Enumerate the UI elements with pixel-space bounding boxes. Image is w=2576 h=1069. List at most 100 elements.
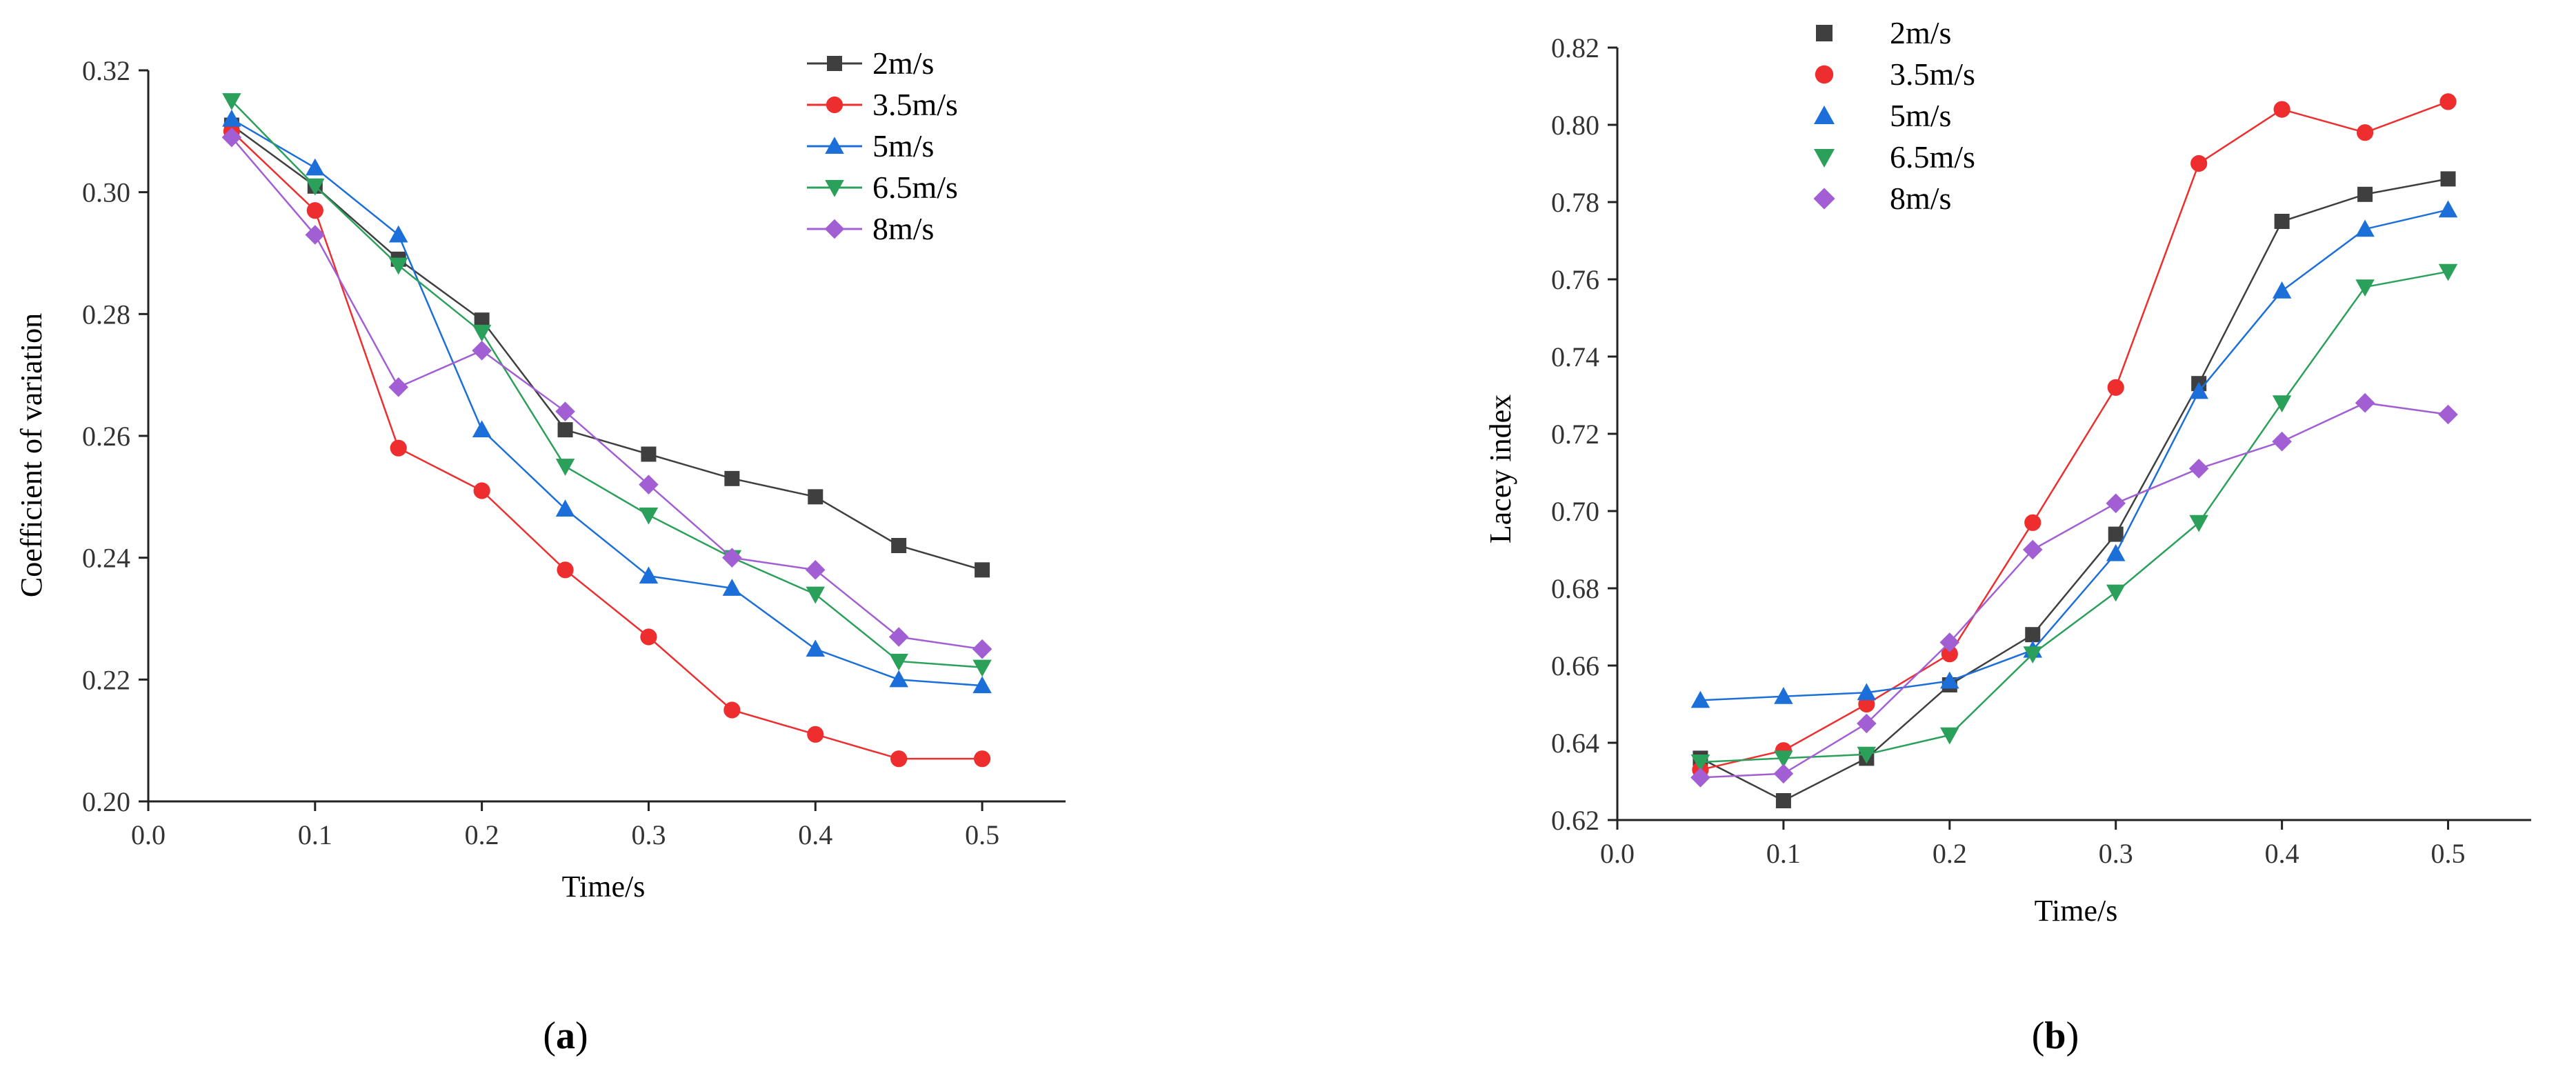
data-point-8m-s-a: [722, 548, 742, 568]
data-point-8m-s-b: [1857, 713, 1877, 734]
data-point-5m-s-a: [472, 420, 492, 438]
data-point-5m-s-a: [639, 566, 659, 584]
legend-label-6-5m-s-b: 6.5m/s: [1890, 139, 1975, 174]
data-point-6-5m-s-b: [2438, 263, 2458, 281]
legend-marker-3-5m-s-a: [826, 96, 843, 114]
data-point-3-5m-s-a: [723, 701, 741, 719]
data-point-5m-s-b: [2272, 281, 2292, 299]
y-tick-label-b: 0.68: [1551, 573, 1599, 604]
y-tick-label-a: 0.20: [82, 786, 130, 817]
x-tick-label-a: 0.3: [631, 819, 666, 850]
data-point-6-5m-s-a: [388, 257, 408, 275]
legend-label-5m-s-b: 5m/s: [1890, 98, 1951, 133]
data-point-3-5m-s-b: [1941, 646, 1958, 663]
data-point-6-5m-s-b: [2189, 514, 2208, 532]
data-point-5m-s-b: [1774, 687, 1793, 704]
panel-letter-a: a: [556, 1015, 575, 1057]
y-tick-label-b: 0.64: [1551, 728, 1599, 759]
legend-b: 2m/s 3.5m/s 5m/s 6.5m/s 8m/s: [1813, 15, 1975, 216]
legend-marker-6-5m-s-a: [825, 180, 844, 197]
series-line-5m-s-a: [231, 118, 983, 687]
data-point-5m-s-b: [1690, 690, 1710, 708]
data-point-3-5m-s-b: [2356, 124, 2374, 141]
x-tick-label-b: 0.3: [2099, 838, 2133, 869]
legend-a: 2m/s 3.5m/s 5m/s 6.5m/s 8m/s: [807, 46, 958, 246]
axes-b: 0.0 0.1 0.2 0.3 0.4 0.5 0.62 0.64 0.66 0.68 0.70 0.…: [1551, 32, 2531, 869]
data-point-5m-s-a: [306, 158, 325, 176]
data-point-2m-s-b: [2440, 171, 2456, 187]
axes-a: 0.0 0.1 0.2 0.3 0.4 0.5 0.20 0.22 0.24 0.26 0.28 0.…: [82, 55, 1066, 850]
data-point-6-5m-s-a: [889, 653, 908, 671]
legend-label-2m-s-a: 2m/s: [872, 46, 934, 81]
legend-marker-2m-s-a: [827, 56, 842, 71]
series-line-2m-s-b: [1699, 178, 2448, 802]
data-point-3-5m-s-b: [2190, 154, 2208, 172]
x-tick-label-a: 0.5: [965, 819, 999, 850]
data-point-6-5m-s-a: [639, 507, 659, 525]
data-point-2m-s-b: [2274, 214, 2290, 229]
data-point-3-5m-s-b: [2024, 514, 2041, 531]
data-point-6-5m-s-a: [806, 586, 826, 604]
data-point-8m-s-b: [2355, 392, 2375, 413]
y-tick-label-b: 0.66: [1551, 650, 1599, 681]
chart-panel-a: 0.0 0.1 0.2 0.3 0.4 0.5 0.20 0.22 0.24 0.26 0.28 0.…: [14, 46, 1066, 1057]
data-point-5m-s-a: [889, 670, 908, 688]
series-line-3-5m-s-a: [231, 130, 983, 760]
data-point-2m-s-b: [2025, 627, 2041, 643]
x-axis-title-b: Time/s: [2035, 894, 2118, 928]
data-point-6-5m-s-a: [306, 178, 325, 196]
y-tick-label-a: 0.28: [82, 299, 130, 330]
series-line-5m-s-b: [1700, 208, 2448, 701]
x-tick-label-b: 0.2: [1933, 838, 1967, 869]
data-point-8m-s-b: [2022, 539, 2043, 560]
data-point-2m-s-b: [1775, 793, 1791, 808]
y-axis-title-a: Coefficient of variation: [14, 313, 48, 597]
data-point-8m-s-b: [2272, 431, 2292, 452]
y-tick-label-b: 0.72: [1551, 419, 1599, 450]
data-point-6-5m-s-b: [2272, 395, 2292, 412]
x-tick-label-a: 0.2: [465, 819, 499, 850]
panel-letter-b: b: [2044, 1015, 2066, 1057]
y-tick-label-b: 0.62: [1551, 805, 1599, 836]
x-tick-label-b: 0.1: [1766, 838, 1801, 869]
y-tick-label-b: 0.78: [1551, 187, 1599, 218]
y-tick-label-b: 0.76: [1551, 264, 1599, 295]
series-layer-a: [221, 93, 992, 768]
legend-label-8m-s-b: 8m/s: [1890, 181, 1951, 216]
panel-label-b: (b): [2032, 1015, 2079, 1057]
data-point-5m-s-b: [2355, 219, 2375, 237]
data-point-6-5m-s-b: [1857, 746, 1877, 764]
legend-marker-5m-s-a: [825, 137, 844, 154]
data-point-8m-s-a: [888, 627, 909, 647]
series-line-3-5m-s-b: [1700, 101, 2448, 771]
y-tick-label-a: 0.22: [82, 664, 130, 695]
data-point-5m-s-a: [806, 639, 826, 657]
data-point-3-5m-s-a: [973, 750, 991, 768]
legend-marker-2m-s-b: [1816, 25, 1833, 41]
data-point-5m-s-b: [1857, 683, 1877, 701]
legend-label-6-5m-s-a: 6.5m/s: [872, 170, 958, 205]
data-point-6-5m-s-a: [972, 659, 992, 677]
data-point-2m-s-b: [2357, 186, 2373, 202]
legend-marker-8m-s-b: [1813, 188, 1835, 210]
data-point-3-5m-s-a: [390, 439, 407, 457]
data-point-5m-s-a: [555, 499, 575, 517]
data-point-5m-s-a: [722, 579, 742, 596]
data-point-3-5m-s-a: [557, 561, 574, 579]
data-point-8m-s-a: [305, 225, 326, 245]
x-tick-label-b: 0.5: [2431, 838, 2466, 869]
data-point-6-5m-s-b: [2355, 279, 2375, 297]
data-point-6-5m-s-b: [2023, 646, 2043, 663]
data-point-8m-s-b: [1773, 763, 1794, 784]
data-point-6-5m-s-a: [222, 93, 241, 110]
data-point-6-5m-s-b: [1940, 727, 1959, 745]
data-point-6-5m-s-b: [2106, 584, 2126, 602]
data-point-3-5m-s-a: [473, 482, 490, 499]
data-point-2m-s-a: [975, 562, 990, 578]
panel-label-a: (a): [543, 1015, 588, 1057]
x-axis-title-a: Time/s: [562, 870, 646, 903]
data-point-8m-s-a: [972, 639, 992, 659]
y-tick-label-b: 0.80: [1551, 110, 1599, 141]
x-tick-label-a: 0.0: [131, 819, 166, 850]
